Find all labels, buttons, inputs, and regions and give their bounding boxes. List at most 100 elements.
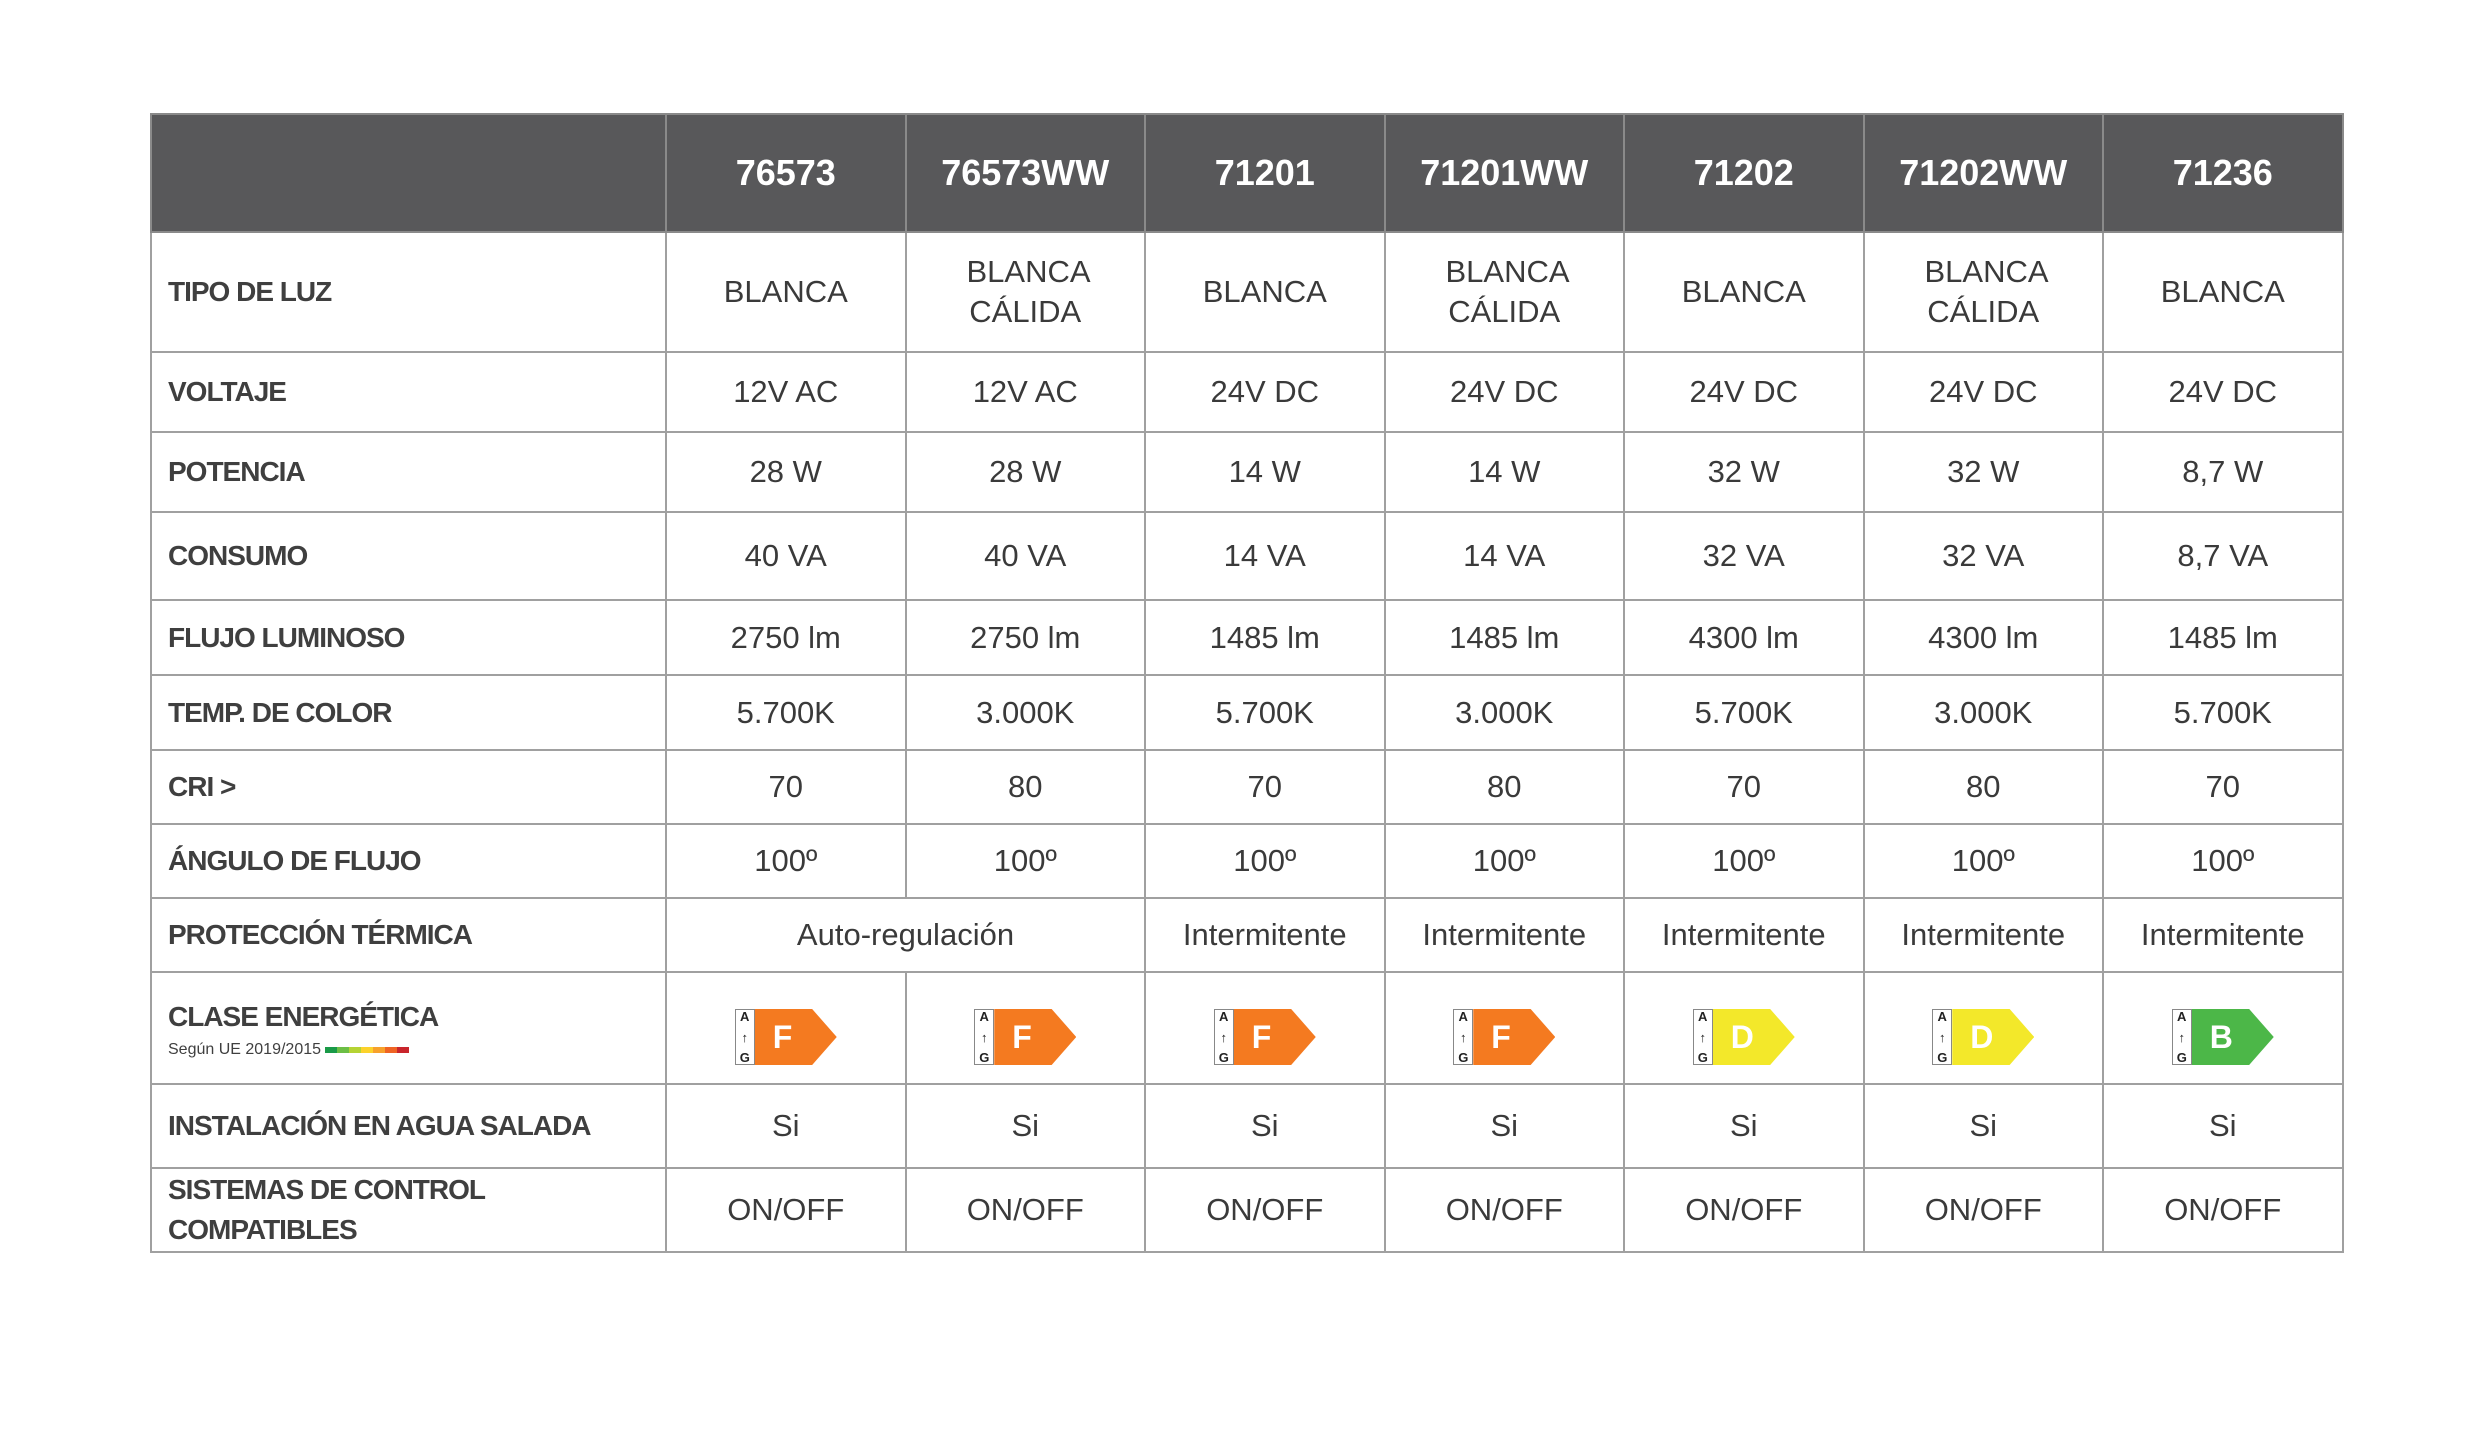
a-to-g-scale-icon: A ↑ G [974,1009,995,1065]
spec-value: 100º [665,823,907,899]
spec-value: 40 VA [904,511,1146,601]
scale-bottom: G [1458,1050,1469,1065]
scale-segment [361,1047,374,1053]
row-label: ÁNGULO DE FLUJO [150,823,667,899]
spec-value: 2750 lm [904,599,1146,676]
spec-row: CONSUMO 40 VA 40 VA 14 VA 14 VA 32 VA 32 VA 8,7… [150,511,2344,601]
energy-class-cell: A ↑ G D [1862,971,2104,1085]
spec-value: 1485 lm [1144,599,1386,676]
spec-value: 80 [1383,749,1625,825]
spec-value: Si [1383,1083,1625,1169]
spec-value: Intermitente [2102,897,2344,973]
scale-top: A [1698,1009,1708,1024]
row-label: PROTECCIÓN TÉRMICA [150,897,667,973]
spec-row: SISTEMAS DE CONTROL COMPATIBLES ON/OFF ON/… [150,1167,2344,1253]
energy-class-cell: A ↑ G B [2102,971,2344,1085]
spec-value: 5.700K [1623,674,1865,751]
spec-value: Si [1623,1083,1865,1169]
spec-value: 32 VA [1862,511,2104,601]
header-row: 76573 76573WW 71201 71201WW 71202 71202WW 7123… [150,113,2344,233]
spec-value: 100º [1623,823,1865,899]
spec-value: 70 [1144,749,1386,825]
spec-value: 100º [1383,823,1625,899]
spec-row: POTENCIA 28 W 28 W 14 W 14 W 32 W 32 W 8,7 W [150,431,2344,513]
spec-value: 14 VA [1383,511,1625,601]
spec-row: INSTALACIÓN EN AGUA SALADA Si Si Si Si Si Si Si [150,1083,2344,1169]
spec-value: 32 W [1623,431,1865,513]
spec-value: 40 VA [665,511,907,601]
spec-value: ON/OFF [1383,1167,1625,1253]
spec-value: 70 [1623,749,1865,825]
spec-value: 80 [904,749,1146,825]
model-header: 71202WW [1862,113,2104,233]
regulation-text: Según UE 2019/2015 [168,1041,322,1058]
row-label: TIPO DE LUZ [150,231,667,353]
arrow-up-icon: ↑ [741,1029,749,1045]
arrow-up-icon: ↑ [1460,1029,1467,1045]
spec-value: Si [904,1083,1146,1169]
arrow-up-icon: ↑ [981,1029,988,1045]
spec-value: 14 W [1144,431,1386,513]
spec-value: 80 [1862,749,2104,825]
arrow-up-icon: ↑ [1220,1029,1228,1045]
spec-value: BLANCA CÁLIDA [904,231,1146,353]
energy-class-arrow: D [1712,1009,1795,1065]
spec-row: VOLTAJE 12V AC 12V AC 24V DC 24V DC 24V DC 24V… [150,351,2344,433]
energy-class-arrow: B [2191,1009,2274,1065]
energy-class-label: A ↑ G F [1453,1009,1556,1065]
spec-value: Intermitente [1862,897,2104,973]
spec-value: ON/OFF [1623,1167,1865,1253]
spec-row: CRI >70 80 70 80 70 80 70 [150,749,2344,825]
model-header: 76573 [665,113,907,233]
scale-segment [337,1047,350,1053]
scale-top: A [1458,1009,1468,1024]
spec-value: Intermitente [1383,897,1625,973]
spec-value: 28 W [904,431,1146,513]
scale-segment [373,1047,386,1053]
row-label: FLUJO LUMINOSO [150,599,667,676]
spec-value: 3.000K [904,674,1146,751]
spec-value: 70 [2102,749,2344,825]
spec-value: 32 VA [1623,511,1865,601]
row-label: SISTEMAS DE CONTROL COMPATIBLES [150,1167,667,1253]
spec-value: Si [665,1083,907,1169]
spec-value: BLANCA [1144,231,1386,353]
spec-value: 5.700K [2102,674,2344,751]
spec-value: 8,7 W [2102,431,2344,513]
spec-value: 5.700K [1144,674,1386,751]
spec-value: ON/OFF [1862,1167,2104,1253]
scale-top: A [1937,1009,1947,1024]
a-to-g-scale-icon: A ↑ G [1453,1009,1474,1065]
spec-value: 5.700K [665,674,907,751]
header-corner [150,113,667,233]
spec-value: Si [1862,1083,2104,1169]
row-label: CONSUMO [150,511,667,601]
spec-value: ON/OFF [904,1167,1146,1253]
spec-value: 3.000K [1383,674,1625,751]
scale-segment [349,1047,362,1053]
energy-class-cell: A ↑ G D [1623,971,1865,1085]
row-label: TEMP. DE COLOR [150,674,667,751]
energy-class-cell: A ↑ G F [665,971,907,1085]
a-to-g-scale-icon: A ↑ G [1932,1009,1953,1065]
scale-segment [325,1047,338,1053]
model-header: 76573WW [904,113,1146,233]
spec-value: Intermitente [1144,897,1386,973]
spec-value: 100º [1862,823,2104,899]
model-header: 71236 [2102,113,2344,233]
scale-top: A [1219,1009,1229,1024]
spec-value: Si [2102,1083,2344,1169]
energy-class-label: A ↑ G F [734,1009,837,1065]
a-to-g-scale-icon: A ↑ G [1692,1009,1713,1065]
spec-value: 24V DC [1144,351,1386,433]
a-to-g-scale-icon: A ↑ G [2171,1009,2192,1065]
spec-value: 24V DC [2102,351,2344,433]
energy-class-cell: A ↑ G F [1144,971,1386,1085]
energy-class-arrow: D [1952,1009,2035,1065]
spec-value: Auto-regulación [665,897,1146,973]
spec-value: 4300 lm [1862,599,2104,676]
scale-segment [397,1047,410,1053]
spec-row-thermal: PROTECCIÓN TÉRMICA Auto-regulación Intermi… [150,897,2344,973]
spec-value: 28 W [665,431,907,513]
spec-value: 1485 lm [1383,599,1625,676]
